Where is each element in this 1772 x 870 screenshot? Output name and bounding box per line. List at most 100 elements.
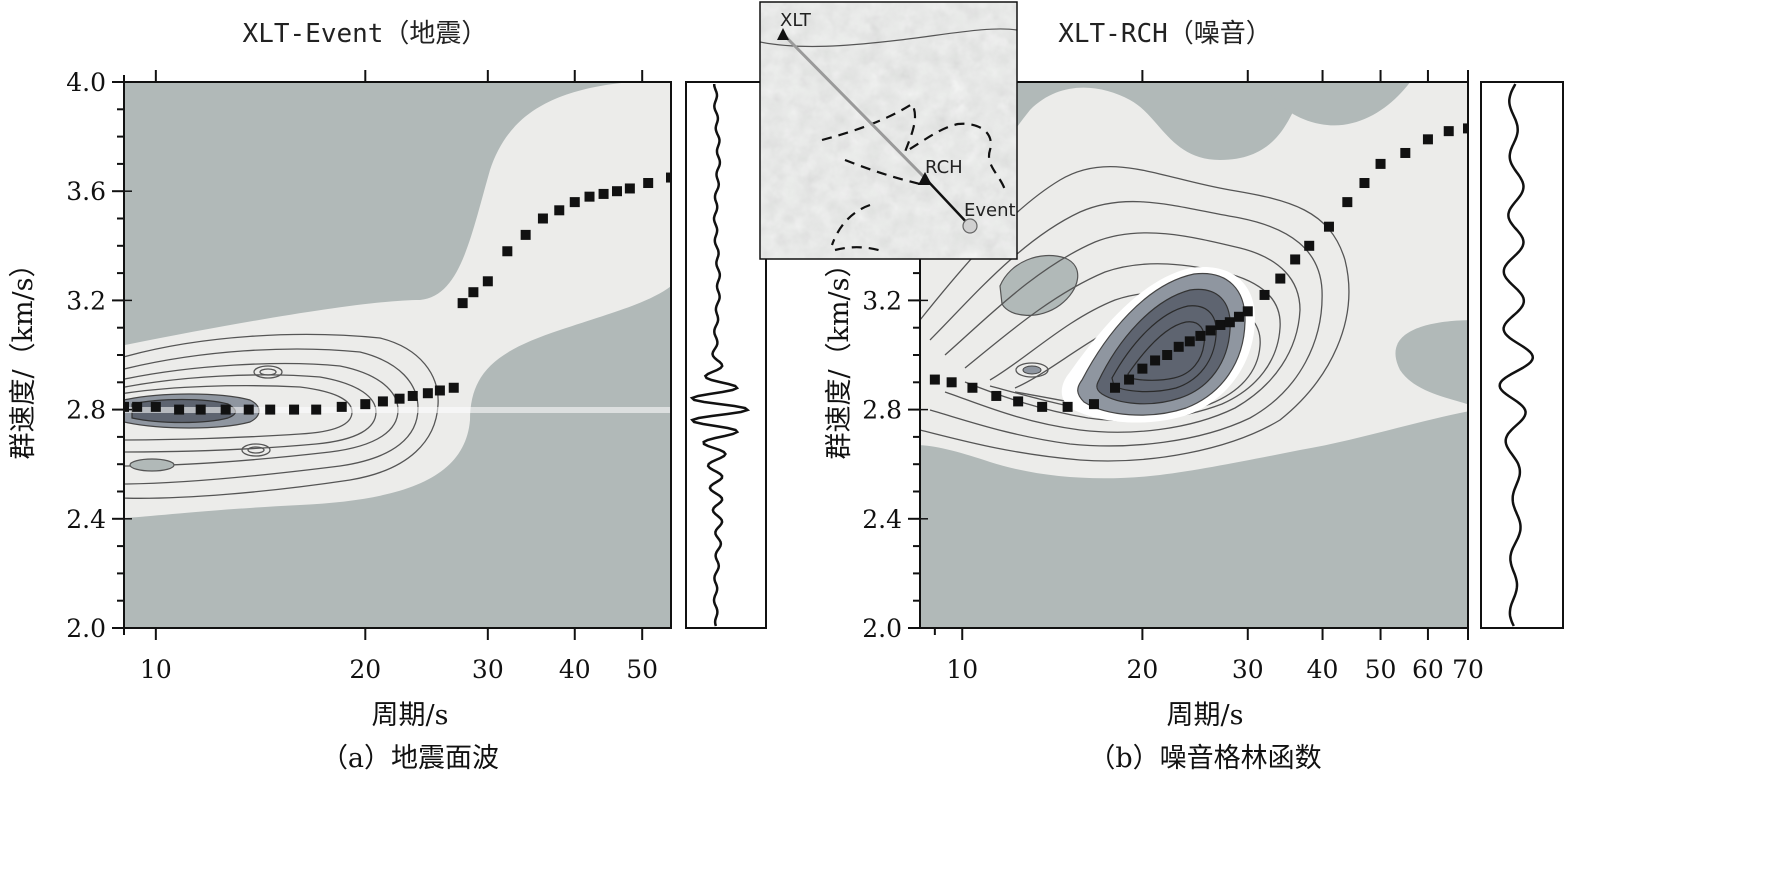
dispersion-point-a (448, 382, 459, 393)
dispersion-point-b (1259, 289, 1270, 300)
dispersion-point-b (1323, 221, 1334, 232)
dispersion-point-b (1422, 134, 1433, 145)
event-epicenter-icon (962, 218, 978, 234)
panel-b-waveform-box (1480, 81, 1564, 629)
x-tick-label-b: 20 (1126, 655, 1158, 684)
dispersion-point-b (1233, 311, 1244, 322)
dispersion-point-b (1275, 273, 1286, 284)
dispersion-point-b (1037, 401, 1048, 412)
panel-a-contour-plot (124, 82, 671, 628)
dispersion-point-b (1195, 330, 1206, 341)
dispersion-point-b (1124, 374, 1135, 385)
dispersion-point-b (1224, 317, 1235, 328)
dispersion-point-a (422, 388, 433, 399)
dispersion-point-a (598, 188, 609, 199)
x-tick-label-b: 10 (946, 655, 978, 684)
x-tick-label-b: 70 (1452, 655, 1484, 684)
dispersion-point-b (1215, 319, 1226, 330)
panel-b-noise: XLT-RCH（噪音） (824, 19, 1564, 774)
panel-a-waveform-trace (689, 83, 751, 627)
panel-a-xlabel: 周期/s (372, 700, 449, 731)
dispersion-point-b (1400, 147, 1411, 158)
dispersion-point-b (1088, 399, 1099, 410)
panel-b-core-contours (1111, 305, 1217, 393)
y-tick-label-a: 2.4 (66, 505, 106, 534)
dispersion-point-a (174, 404, 185, 415)
dispersion-point-a (195, 404, 206, 415)
rch-station-icon (918, 172, 932, 185)
dispersion-point-a (468, 287, 479, 298)
x-tick-label-a: 50 (626, 655, 658, 684)
x-tick-label-a: 30 (472, 655, 504, 684)
x-tick-label-a: 20 (349, 655, 381, 684)
y-tick-label-b: 3.2 (862, 286, 902, 315)
dispersion-point-a (377, 396, 388, 407)
x-tick-label-b: 50 (1365, 655, 1397, 684)
y-tick-label-a: 4.0 (66, 68, 106, 97)
dispersion-point-a (220, 404, 231, 415)
y-tick-label-a: 2.8 (66, 396, 106, 425)
dispersion-point-b (1205, 325, 1216, 336)
dispersion-point-b (1062, 401, 1073, 412)
panel-a-caption: （a）地震面波 (321, 743, 499, 774)
dispersion-point-a (124, 401, 129, 412)
dispersion-point-a (569, 197, 580, 208)
dispersion-point-a (520, 229, 531, 240)
map-label-xlt: XLT (780, 10, 812, 31)
dispersion-point-b (1173, 341, 1184, 352)
y-tick-label-a: 2.0 (66, 614, 106, 643)
y-tick-label-a: 3.2 (66, 286, 106, 315)
dispersion-point-b (1375, 158, 1386, 169)
map-boundary-line (760, 28, 1017, 48)
y-tick-label-b: 2.8 (862, 396, 902, 425)
dispersion-point-a (554, 205, 565, 216)
map-label-event: Event (964, 200, 1016, 221)
panel-a-earthquake: XLT-Event（地震） 2.02.42.83.23.64.010 2 (8, 19, 767, 774)
dispersion-point-a (311, 404, 322, 415)
dispersion-point-b (1443, 126, 1454, 137)
panel-b-top-right-gray (1263, 82, 1411, 126)
y-tick-label-b: 2.0 (862, 614, 902, 643)
dispersion-point-b (1242, 306, 1253, 317)
dispersion-point-b (967, 382, 978, 393)
map-fault-dashes (821, 102, 1007, 254)
dispersion-point-a (150, 401, 161, 412)
x-tick-label-a: 40 (559, 655, 591, 684)
dispersion-point-b (1290, 254, 1301, 265)
panel-b-ylabel: 群速度/（km/s） (824, 250, 855, 459)
dispersion-point-b (1110, 382, 1121, 393)
dispersion-point-a (502, 246, 513, 257)
dispersion-point-a (643, 178, 654, 189)
dispersion-point-a (612, 186, 623, 197)
map-path-xlt-rch (781, 32, 927, 180)
map-terrain-texture (760, 2, 1017, 259)
dispersion-point-a (457, 298, 468, 309)
panel-b-dispersion-curve (929, 123, 1468, 412)
dispersion-point-a (434, 385, 445, 396)
dispersion-point-b (1359, 178, 1370, 189)
x-tick-label-b: 60 (1412, 655, 1444, 684)
dispersion-point-b (1342, 197, 1353, 208)
dispersion-point-b (1463, 123, 1468, 134)
panel-a-axes: 2.0 2.4 2.8 3.2 3.6 4.0 10 20 30 40 50 (66, 68, 658, 684)
dispersion-point-b (1304, 240, 1315, 251)
y-tick-label-b: 2.4 (862, 505, 902, 534)
panel-a-dispersion-curve (124, 172, 671, 415)
panel-b-title: XLT-RCH（噪音） (1058, 19, 1272, 49)
x-tick-label-b: 30 (1232, 655, 1264, 684)
dispersion-point-b (991, 390, 1002, 401)
map-label-rch: RCH (925, 157, 963, 178)
dispersion-point-a (584, 191, 595, 202)
y-tick-label-a: 3.6 (66, 177, 106, 206)
dispersion-point-b (929, 374, 940, 385)
x-tick-label-a: 10 (140, 655, 172, 684)
dispersion-point-a (265, 404, 276, 415)
dispersion-point-a (482, 276, 493, 287)
dispersion-point-b (1162, 350, 1173, 360)
panel-b-small-island (1022, 365, 1042, 375)
dispersion-point-b (946, 377, 957, 388)
panel-a-low-island (129, 458, 175, 472)
xlt-station-icon (777, 28, 789, 40)
dispersion-point-a (360, 399, 371, 410)
